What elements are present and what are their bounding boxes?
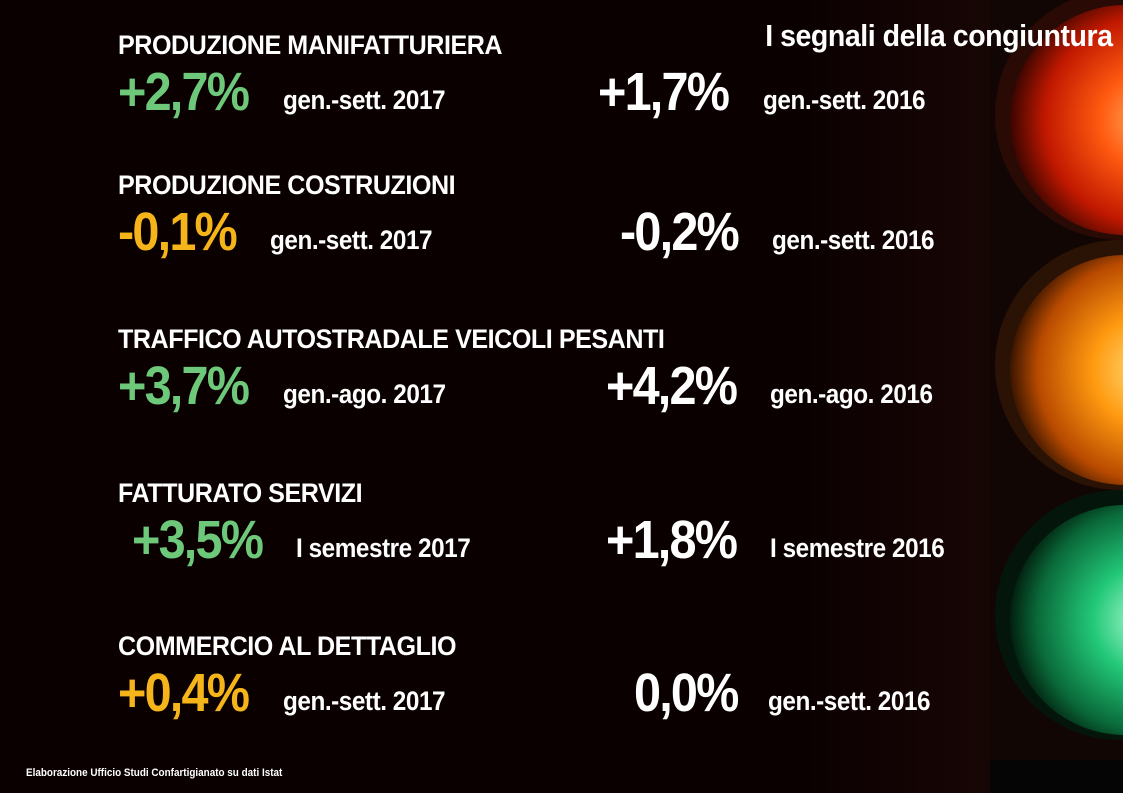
current-value: -0,1% — [118, 202, 238, 262]
section-heading: PRODUZIONE MANIFATTURIERA — [118, 30, 503, 60]
previous-period: gen.-ago. 2016 — [770, 379, 933, 409]
previous-period: gen.-sett. 2016 — [768, 686, 931, 716]
section-traffico: TRAFFICO AUTOSTRADALE VEICOLI PESANTI +3… — [118, 324, 998, 427]
current-period: gen.-sett. 2017 — [270, 225, 433, 255]
section-heading: TRAFFICO AUTOSTRADALE VEICOLI PESANTI — [118, 324, 665, 354]
previous-period: gen.-sett. 2016 — [763, 85, 926, 115]
section-heading: COMMERCIO AL DETTAGLIO — [118, 631, 457, 661]
current-value: +3,7% — [118, 356, 250, 416]
current-value: +0,4% — [118, 663, 250, 723]
current-period: I semestre 2017 — [296, 533, 471, 563]
current-period: gen.-ago. 2017 — [283, 379, 446, 409]
previous-value: +4,2% — [606, 356, 738, 416]
current-period: gen.-sett. 2017 — [283, 686, 446, 716]
previous-period: gen.-sett. 2016 — [772, 225, 935, 255]
section-commercio: COMMERCIO AL DETTAGLIO +0,4% gen.-sett. … — [118, 631, 998, 734]
previous-value: 0,0% — [634, 663, 739, 723]
previous-value: +1,7% — [598, 62, 730, 122]
current-value: +3,5% — [132, 510, 264, 570]
section-manifatturiera: PRODUZIONE MANIFATTURIERA +2,7% gen.-set… — [118, 30, 998, 133]
traffic-light-icon — [990, 0, 1123, 793]
previous-period: I semestre 2016 — [770, 533, 945, 563]
section-costruzioni: PRODUZIONE COSTRUZIONI -0,1% gen.-sett. … — [118, 170, 998, 273]
section-servizi: FATTURATO SERVIZI +3,5% I semestre 2017 … — [118, 478, 998, 581]
page-title: I segnali della congiuntura — [765, 18, 1114, 53]
previous-value: +1,8% — [606, 510, 738, 570]
previous-value: -0,2% — [620, 202, 740, 262]
current-value: +2,7% — [118, 62, 250, 122]
current-period: gen.-sett. 2017 — [283, 85, 446, 115]
section-heading: PRODUZIONE COSTRUZIONI — [118, 170, 456, 200]
section-heading: FATTURATO SERVIZI — [118, 478, 363, 508]
source-note: Elaborazione Ufficio Studi Confartigiana… — [26, 767, 283, 779]
